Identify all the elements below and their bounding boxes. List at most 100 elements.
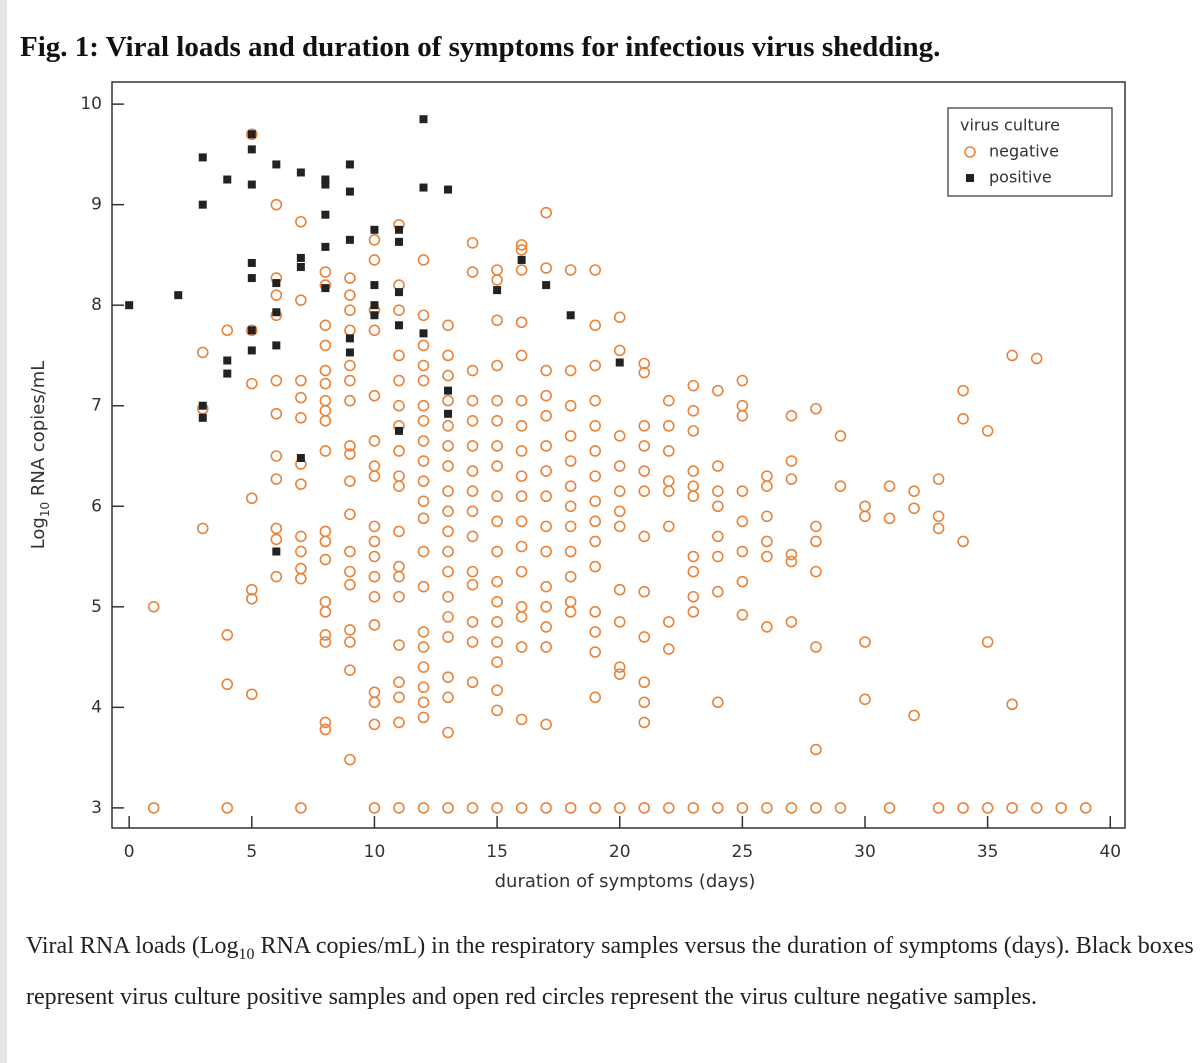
point bbox=[417, 495, 430, 508]
point bbox=[444, 386, 453, 395]
point bbox=[589, 535, 601, 548]
point bbox=[810, 402, 822, 415]
point bbox=[125, 301, 134, 310]
point bbox=[515, 802, 528, 814]
y-tick-label: 7 bbox=[91, 396, 102, 416]
point bbox=[957, 802, 969, 814]
point bbox=[542, 281, 551, 290]
point bbox=[957, 384, 969, 397]
point bbox=[712, 696, 724, 709]
point bbox=[981, 425, 994, 437]
point bbox=[810, 641, 822, 653]
point bbox=[515, 244, 528, 256]
point bbox=[247, 130, 256, 139]
point bbox=[785, 616, 798, 628]
point bbox=[393, 691, 405, 704]
point bbox=[442, 545, 454, 558]
point bbox=[272, 341, 281, 350]
point bbox=[394, 321, 403, 330]
point bbox=[295, 478, 307, 490]
point bbox=[491, 515, 503, 528]
point bbox=[393, 374, 405, 387]
x-tick-label: 30 bbox=[854, 842, 876, 862]
point bbox=[932, 522, 945, 535]
point bbox=[442, 691, 454, 704]
caption-text: Viral RNA loads (Log bbox=[26, 933, 239, 959]
point bbox=[417, 415, 430, 427]
y-tick-label: 4 bbox=[91, 697, 102, 717]
point bbox=[515, 540, 528, 553]
point bbox=[638, 585, 651, 598]
point bbox=[785, 409, 798, 422]
point bbox=[638, 357, 651, 370]
point bbox=[613, 430, 626, 442]
point bbox=[589, 319, 601, 332]
point bbox=[540, 580, 552, 593]
point bbox=[466, 636, 479, 648]
point bbox=[270, 522, 283, 535]
point bbox=[368, 590, 381, 603]
point bbox=[564, 430, 577, 442]
point bbox=[736, 399, 749, 412]
point bbox=[564, 545, 577, 558]
point bbox=[491, 460, 503, 472]
point bbox=[344, 324, 356, 337]
point bbox=[319, 445, 332, 457]
point bbox=[736, 545, 749, 558]
point bbox=[417, 435, 430, 447]
point bbox=[345, 334, 354, 343]
point bbox=[393, 802, 405, 814]
point bbox=[466, 440, 479, 452]
point bbox=[515, 349, 528, 362]
y-label-part: Log bbox=[28, 517, 49, 549]
point bbox=[394, 288, 403, 297]
point bbox=[491, 802, 503, 814]
y-tick-label: 3 bbox=[91, 798, 102, 818]
point bbox=[444, 185, 453, 194]
point bbox=[932, 510, 945, 523]
point bbox=[491, 314, 503, 327]
point bbox=[319, 404, 332, 417]
point bbox=[712, 585, 724, 598]
point bbox=[368, 802, 381, 814]
point bbox=[466, 485, 479, 497]
point bbox=[466, 237, 479, 249]
point bbox=[147, 802, 160, 814]
point bbox=[319, 716, 332, 729]
point bbox=[540, 718, 552, 731]
point bbox=[466, 616, 479, 628]
point bbox=[466, 394, 479, 407]
x-tick-label: 5 bbox=[246, 842, 257, 862]
point bbox=[370, 281, 379, 290]
point bbox=[687, 550, 700, 563]
point bbox=[196, 522, 209, 535]
point bbox=[638, 716, 651, 729]
plot-frame bbox=[111, 81, 1126, 829]
x-tick-label: 25 bbox=[732, 842, 754, 862]
point bbox=[761, 621, 773, 633]
point bbox=[417, 309, 430, 322]
point bbox=[345, 187, 354, 196]
point bbox=[491, 656, 503, 668]
point bbox=[964, 146, 976, 158]
point bbox=[564, 520, 577, 533]
point bbox=[957, 535, 969, 548]
point bbox=[270, 473, 283, 485]
point bbox=[393, 590, 405, 603]
point bbox=[270, 570, 283, 583]
point bbox=[394, 426, 403, 435]
point bbox=[981, 802, 994, 814]
point bbox=[564, 264, 577, 276]
y-tick-label: 5 bbox=[91, 597, 102, 617]
point bbox=[638, 676, 651, 689]
point bbox=[638, 631, 651, 643]
point bbox=[174, 291, 183, 300]
y-label-part: RNA copies/mL bbox=[28, 361, 49, 502]
point bbox=[270, 289, 283, 301]
point bbox=[198, 200, 207, 209]
point bbox=[687, 590, 700, 603]
point bbox=[515, 239, 528, 251]
point bbox=[368, 234, 381, 246]
point bbox=[638, 696, 651, 709]
point bbox=[466, 530, 479, 543]
